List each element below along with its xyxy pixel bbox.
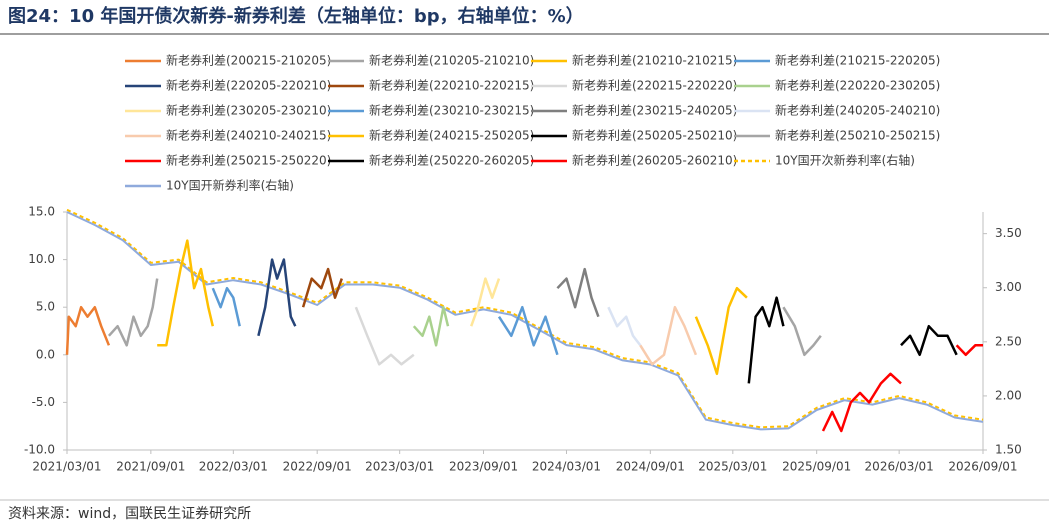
x-tick-label: 2025/03/01 [698, 460, 767, 474]
spread-line [497, 305, 559, 356]
legend-label: 新老券利差(220210-220215) [369, 78, 534, 93]
spread-line [354, 306, 415, 366]
source-note: 资料来源：wind，国联民生证券研究所 [8, 506, 251, 522]
legend-label: 新老券利差(260205-260210) [572, 153, 737, 168]
legend-label: 新老券利差(250205-250210) [572, 128, 737, 143]
spread-line [821, 372, 902, 433]
legend-label: 新老券利差(210210-210215) [572, 53, 737, 68]
spread-line [65, 305, 111, 355]
legend-label: 新老券利差(240205-240210) [775, 103, 940, 118]
y2-tick-label: 2.00 [995, 388, 1022, 402]
y-tick-label: -5.0 [32, 395, 55, 409]
spread-line [257, 258, 297, 337]
y2-tick-label: 2.50 [995, 334, 1022, 348]
legend-label: 新老券利差(220205-220210) [166, 78, 331, 93]
y-tick-label: 5.0 [36, 300, 55, 314]
legend-label: 新老券利差(230205-230210) [166, 103, 331, 118]
legend-label: 新老券利差(220215-220220) [572, 78, 737, 93]
spread-line [470, 277, 501, 327]
x-tick-label: 2022/03/01 [199, 460, 268, 474]
y2-tick-label: 1.50 [995, 443, 1022, 457]
legend-label: 新老券利差(250220-260205) [369, 153, 534, 168]
x-tick-label: 2023/09/01 [449, 460, 518, 474]
chart-title: 图24：10 年国开债次新券-新券利差（左轴单位：bp，右轴单位：%） [8, 5, 584, 27]
spread-line [107, 278, 159, 347]
x-tick-label: 2026/09/01 [948, 460, 1017, 474]
legend-label: 新老券利差(240215-250205) [369, 128, 534, 143]
x-tick-label: 2022/09/01 [283, 460, 352, 474]
spread-line [607, 306, 642, 347]
spread-line [782, 306, 822, 357]
spread-line [955, 344, 983, 357]
rate-line [66, 211, 984, 431]
spread-line [639, 305, 698, 366]
x-tick-label: 2021/03/01 [32, 460, 101, 474]
x-tick-label: 2026/03/01 [865, 460, 934, 474]
y2-tick-label: 3.50 [995, 226, 1022, 240]
spread-line [556, 267, 600, 318]
legend-label: 10Y国开新券利率(右轴) [166, 178, 294, 193]
legend-label: 新老券利差(230215-240205) [572, 103, 737, 118]
y-tick-label: 0.0 [36, 347, 55, 361]
legend-label: 新老券利差(210215-220205) [775, 53, 940, 68]
x-tick-label: 2023/03/01 [365, 460, 434, 474]
x-tick-label: 2024/09/01 [616, 460, 685, 474]
y-tick-label: -10.0 [24, 443, 55, 457]
spread-line [301, 267, 343, 308]
legend-label: 新老券利差(200215-210205) [166, 53, 331, 68]
spread-line [900, 324, 958, 357]
spread-line [747, 296, 785, 384]
legend-label: 新老券利差(230210-230215) [369, 103, 534, 118]
x-tick-label: 2021/09/01 [116, 460, 185, 474]
spread-line [412, 305, 450, 347]
spread-line [211, 286, 241, 327]
legend-label: 新老券利差(220220-230205) [775, 78, 940, 93]
y2-tick-label: 3.00 [995, 280, 1022, 294]
legend-label: 新老券利差(250215-250220) [166, 153, 331, 168]
y-tick-label: 10.0 [28, 252, 55, 266]
y-tick-label: 15.0 [28, 205, 55, 219]
spread-line [157, 239, 215, 347]
legend-label: 新老券利差(210205-210210) [369, 53, 534, 68]
legend-label: 10Y国开次新券利率(右轴) [775, 153, 915, 168]
x-tick-label: 2025/09/01 [782, 460, 851, 474]
spread-line [694, 286, 748, 376]
legend-label: 新老券利差(240210-240215) [166, 128, 331, 143]
x-tick-label: 2024/03/01 [532, 460, 601, 474]
legend-label: 新老券利差(250210-250215) [775, 128, 940, 143]
rate-line [66, 208, 984, 429]
